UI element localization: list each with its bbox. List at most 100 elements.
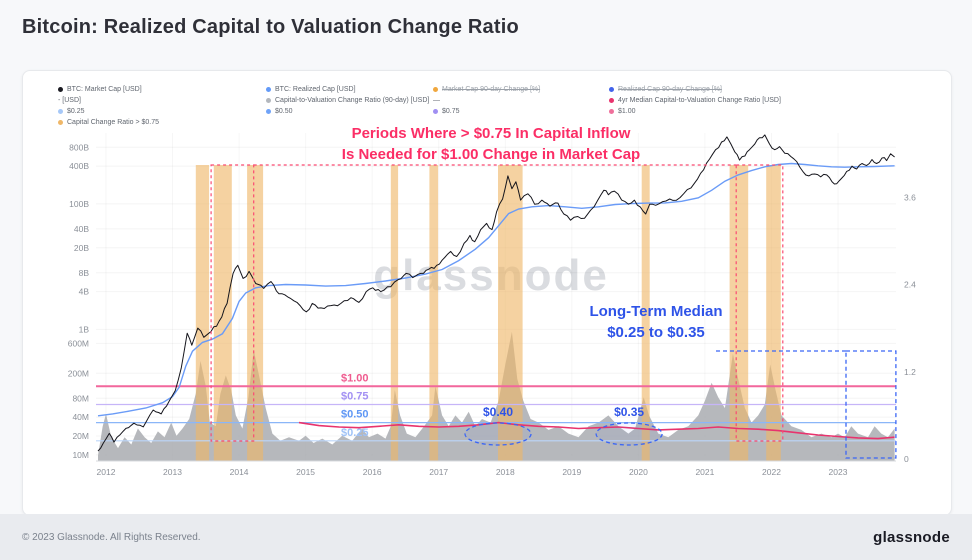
legend-item[interactable]: Realized Cap 90-day Change [%] <box>609 85 722 94</box>
left-axis-tick: 8B <box>79 268 90 278</box>
callout-label: $0.35 <box>614 405 644 419</box>
left-axis-tick: 200M <box>68 368 89 378</box>
annotation-median-note: Long-Term Median $0.25 to $0.35 <box>556 301 756 343</box>
annotation-median-line1: Long-Term Median <box>589 303 723 320</box>
legend-label: BTC: Realized Cap [USD] <box>275 86 356 93</box>
threshold-band <box>641 165 650 461</box>
callout-ellipse <box>464 422 532 446</box>
legend-dot-icon <box>433 109 438 114</box>
x-axis-tick: 2017 <box>429 467 448 477</box>
annotation-heading-line1: Periods Where > $0.75 In Capital Inflow <box>351 125 631 142</box>
legend-label: BTC: Market Cap [USD] <box>67 86 142 93</box>
threshold-band <box>247 165 264 461</box>
threshold-band <box>766 165 781 461</box>
legend-dot-icon <box>266 98 271 103</box>
x-axis-tick: 2021 <box>695 467 714 477</box>
legend-dot-icon <box>433 87 438 92</box>
legend-item[interactable]: $0.25 <box>58 107 85 116</box>
copyright-text: © 2023 Glassnode. All Rights Reserved. <box>22 531 201 543</box>
red-dashed-box <box>210 164 255 442</box>
blue-dashed-box <box>845 350 897 459</box>
right-axis-tick: 0 <box>904 454 909 464</box>
legend-dot-icon <box>58 109 63 114</box>
annotation-layer: $1.00 $0.75 $0.50 $0.25 $0.40 $0.35 <box>210 164 897 459</box>
right-axis-tick: 1.2 <box>904 367 916 377</box>
x-axis-tick: 2013 <box>163 467 182 477</box>
legend-label: Realized Cap 90-day Change [%] <box>618 86 722 93</box>
x-axis-tick: 2023 <box>829 467 848 477</box>
page-title: Bitcoin: Realized Capital to Valuation C… <box>22 16 519 38</box>
chart-canvas[interactable]: $1.00 $0.75 $0.50 $0.25 $0.40 $0.35 800B 400B 10… <box>23 71 951 515</box>
legend-item[interactable]: 4yr Median Capital-to-Valuation Change R… <box>609 96 781 105</box>
left-axis-tick: 10M <box>72 450 89 460</box>
x-axis-tick: 2019 <box>562 467 581 477</box>
threshold-band <box>390 165 399 461</box>
callout-label: $0.40 <box>483 405 513 419</box>
threshold-band <box>498 165 523 461</box>
legend-label: 4yr Median Capital-to-Valuation Change R… <box>618 97 781 104</box>
right-axis-tick: 2.4 <box>904 280 916 290</box>
left-axis-tick: 400B <box>69 161 89 171</box>
series-layer <box>96 134 896 462</box>
legend-item[interactable]: $0.50 <box>266 107 293 116</box>
left-axis-tick: 600M <box>68 338 89 348</box>
x-axis-tick: 2022 <box>762 467 781 477</box>
x-axis-tick: 2020 <box>629 467 648 477</box>
legend-item[interactable]: Market Cap 90-day Change [%] <box>433 85 540 94</box>
right-axis-tick: 3.6 <box>904 192 916 202</box>
left-axis-tick: 40B <box>74 224 89 234</box>
ratio-ref-label: $0.25 <box>341 427 369 439</box>
legend-label: — <box>433 97 440 104</box>
legend-dot-icon <box>266 109 271 114</box>
left-axis-tick: 4B <box>79 287 90 297</box>
ratio-ref-label: $0.75 <box>341 390 369 402</box>
ratio-ref-label: $1.00 <box>341 372 369 384</box>
left-axis-tick: 40M <box>72 412 89 422</box>
annotation-median-line2: $0.25 to $0.35 <box>607 324 705 341</box>
left-axis-tick: 800B <box>69 142 89 152</box>
left-axis-tick: 80M <box>72 393 89 403</box>
legend-label: $0.50 <box>275 108 293 115</box>
x-axis-tick: 2018 <box>496 467 515 477</box>
annotation-heading: Periods Where > $0.75 In Capital Inflow … <box>291 123 691 165</box>
legend-label: $1.00 <box>618 108 636 115</box>
left-axis-tick: 20M <box>72 431 89 441</box>
realized-cap-line <box>97 162 895 417</box>
chart-legend: BTC: Market Cap [USD] BTC: Realized Cap [… <box>23 71 951 131</box>
legend-item[interactable]: BTC: Realized Cap [USD] <box>266 85 356 94</box>
left-axis-tick: 20B <box>74 243 89 253</box>
left-axis-tick: 1B <box>79 324 90 334</box>
legend-label: $0.25 <box>67 108 85 115</box>
legend-label: Market Cap 90-day Change [%] <box>442 86 541 93</box>
legend-dot-icon <box>609 109 614 114</box>
legend-dot-icon <box>609 98 614 103</box>
legend-item[interactable]: - [USD] <box>58 96 81 105</box>
legend-label: - [USD] <box>58 97 81 104</box>
median-line <box>298 421 895 440</box>
legend-item[interactable]: $0.75 <box>433 107 460 116</box>
axis-labels: 800B 400B 100B 40B 20B 8B 4B 1B 600M 200M 80M 40M 20… <box>68 142 916 477</box>
legend-item[interactable]: BTC: Market Cap [USD] <box>58 85 142 94</box>
watermark: glassnode <box>373 251 609 300</box>
legend-item[interactable]: $1.00 <box>609 107 636 116</box>
legend-item[interactable]: — <box>433 96 440 105</box>
footer: © 2023 Glassnode. All Rights Reserved. g… <box>0 514 972 560</box>
legend-dot-icon <box>609 87 614 92</box>
legend-label: Capital-to-Valuation Change Ratio (90-da… <box>275 97 430 104</box>
x-axis-tick: 2016 <box>363 467 382 477</box>
legend-dot-icon <box>266 87 271 92</box>
legend-dot-icon <box>58 87 63 92</box>
glassnode-logo: glassnode <box>873 528 950 546</box>
ratio-ref-label: $0.50 <box>341 409 369 421</box>
legend-label: $0.75 <box>442 108 460 115</box>
chart-card: glassnode $1.00 $0.75 $0.50 $0.25 $0.40 $0.35… <box>22 70 952 516</box>
x-axis-tick: 2012 <box>97 467 116 477</box>
threshold-band <box>195 165 210 461</box>
x-axis-tick: 2015 <box>296 467 315 477</box>
callout-ellipse <box>595 422 663 446</box>
x-axis-tick: 2014 <box>230 467 249 477</box>
threshold-band <box>429 165 439 461</box>
legend-item[interactable]: Capital-to-Valuation Change Ratio (90-da… <box>266 96 429 105</box>
legend-item[interactable]: Capital Change Ratio > $0.75 <box>58 118 159 127</box>
legend-dot-icon <box>58 120 63 125</box>
